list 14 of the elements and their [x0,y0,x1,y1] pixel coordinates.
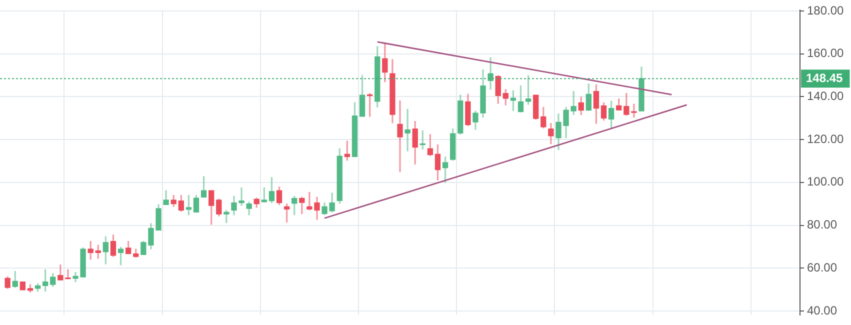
y-tick-label: 180.00 [807,3,844,18]
candlestick [224,210,230,224]
y-tick-label: 40.00 [807,303,838,318]
candlestick [404,108,410,152]
candlestick [65,269,71,280]
y-tick-label: 100.00 [807,174,844,189]
candlestick [631,104,637,118]
y-tick-label: 120.00 [807,132,844,146]
y-tick-label: 60.00 [807,260,838,274]
ref-line-label: 148.45 [806,70,844,85]
y-tick-label: 140.00 [807,89,844,104]
y-tick-label: 160.00 [807,46,844,60]
y-tick-label: 80.00 [807,218,838,232]
candlestick [397,100,403,172]
